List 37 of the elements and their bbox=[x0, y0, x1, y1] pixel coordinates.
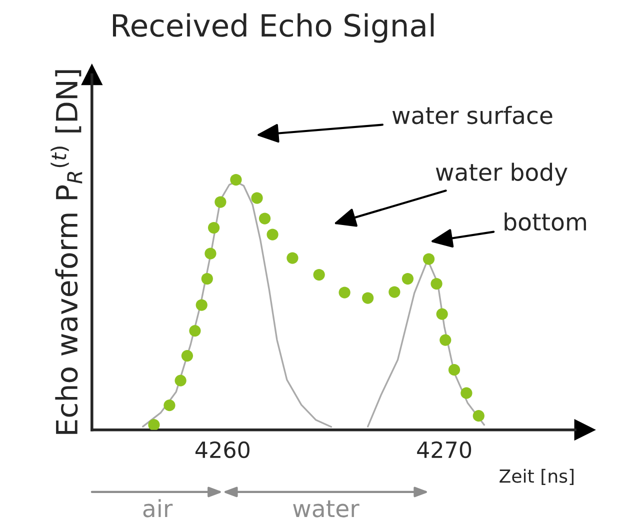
point bbox=[148, 419, 160, 430]
text: water bbox=[293, 500, 360, 518]
point bbox=[436, 308, 448, 320]
x-axis-title: Zeit [ns] bbox=[500, 468, 574, 485]
point bbox=[258, 212, 271, 224]
point bbox=[230, 174, 242, 186]
point bbox=[201, 272, 213, 285]
point bbox=[472, 410, 484, 422]
point bbox=[388, 286, 400, 298]
annotation: bottom bbox=[504, 212, 586, 231]
point bbox=[402, 272, 414, 285]
point bbox=[196, 299, 208, 311]
point bbox=[440, 334, 452, 346]
y-axis-title: Echo waveform P$_{R}$$^{(t)}$ [DN] bbox=[50, 70, 82, 434]
chart-title: Received Echo Signal bbox=[112, 13, 434, 43]
point bbox=[422, 253, 435, 265]
x-tick-label: 4260 bbox=[195, 441, 250, 458]
x-tick-label: 4270 bbox=[417, 441, 472, 458]
text: air bbox=[143, 499, 173, 518]
point bbox=[174, 374, 186, 386]
point bbox=[460, 387, 472, 399]
point bbox=[266, 228, 278, 240]
point bbox=[164, 400, 176, 412]
point bbox=[189, 324, 201, 337]
point bbox=[338, 286, 350, 298]
point bbox=[181, 350, 194, 362]
point bbox=[430, 278, 442, 290]
point bbox=[313, 268, 325, 281]
point bbox=[214, 196, 226, 208]
point bbox=[286, 252, 298, 264]
annotation: water body bbox=[436, 162, 568, 186]
point bbox=[362, 292, 374, 304]
point bbox=[204, 248, 216, 260]
text: water surface bbox=[392, 106, 552, 124]
point bbox=[251, 192, 263, 204]
point bbox=[448, 364, 460, 376]
point bbox=[208, 222, 220, 234]
